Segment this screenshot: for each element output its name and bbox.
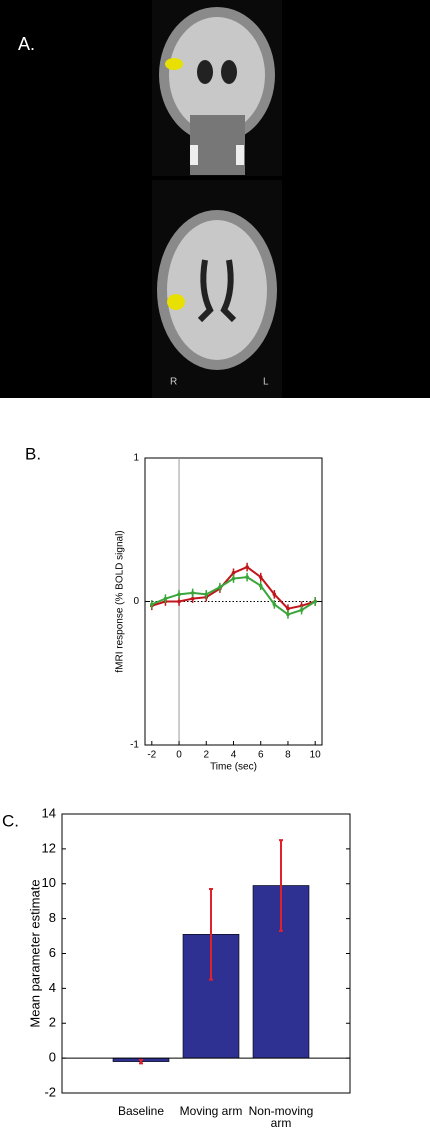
y-tick-label: 2 xyxy=(49,1015,56,1030)
y-tick-label: -1 xyxy=(130,740,139,751)
x-tick-label: 6 xyxy=(258,750,264,761)
point xyxy=(272,592,277,597)
point xyxy=(163,596,168,601)
x-axis-label: Time (sec) xyxy=(210,762,257,773)
axial-slice xyxy=(152,180,282,398)
point xyxy=(245,565,249,569)
point xyxy=(272,602,277,607)
point xyxy=(299,608,304,612)
x-tick-label: 10 xyxy=(310,750,322,761)
x-tick-label: Moving arm xyxy=(179,1104,243,1118)
y-tick-label: 1 xyxy=(133,453,139,464)
orientation-label: L xyxy=(263,377,269,388)
point xyxy=(177,599,181,604)
y-tick-label: 12 xyxy=(42,840,56,855)
y-tick-label: 8 xyxy=(49,910,56,925)
point xyxy=(150,602,154,607)
y-tick-label: 14 xyxy=(42,805,56,820)
point xyxy=(286,606,290,611)
point xyxy=(190,596,195,601)
panel-label: A. xyxy=(18,34,35,54)
y-axis-label: fMRI response (% BOLD signal) xyxy=(115,530,126,672)
point xyxy=(204,592,209,597)
x-tick-label: Baseline xyxy=(117,1104,165,1118)
y-tick-label: 6 xyxy=(49,945,56,960)
point xyxy=(177,592,181,597)
point xyxy=(313,599,317,604)
point xyxy=(231,576,236,581)
point xyxy=(245,575,249,579)
x-tick-label: 4 xyxy=(231,750,237,761)
y-axis-label: Mean parameter estimate xyxy=(27,879,42,1027)
point xyxy=(286,612,290,617)
point xyxy=(190,591,195,595)
x-tick-label: 0 xyxy=(176,750,182,761)
y-tick-label: 10 xyxy=(42,875,56,890)
point xyxy=(218,585,222,589)
coronal-slice xyxy=(152,0,282,176)
x-tick-label: 2 xyxy=(203,750,209,761)
panel-label: B. xyxy=(25,444,41,463)
x-tick-label: 8 xyxy=(285,750,291,761)
x-tick-label: Non-moving arm xyxy=(248,1104,314,1130)
y-tick-label: 4 xyxy=(49,980,56,995)
y-tick-label: -2 xyxy=(44,1084,56,1099)
point xyxy=(258,575,263,579)
point xyxy=(231,571,236,575)
orientation-label: R xyxy=(170,377,177,388)
panel-label: C. xyxy=(2,811,19,830)
y-tick-label: 0 xyxy=(133,596,139,607)
point xyxy=(258,583,263,588)
y-tick-label: 0 xyxy=(49,1050,56,1065)
x-tick-label: -2 xyxy=(147,750,156,761)
